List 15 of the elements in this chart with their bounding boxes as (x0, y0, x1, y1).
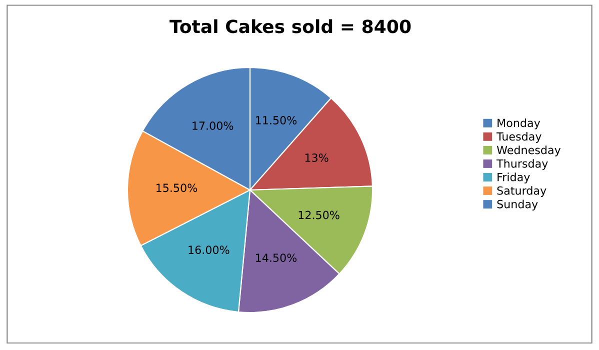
legend-label: Monday (498, 118, 540, 130)
data-label: 14.50% (256, 254, 297, 262)
legend-label: Sunday (497, 200, 538, 210)
legend-label: Tuesday (496, 132, 542, 143)
data-label: 12.50% (298, 210, 340, 220)
legend-label: Thursday (496, 159, 548, 170)
legend-label: Saturday (497, 186, 546, 197)
data-label: 16.00% (188, 246, 230, 254)
chart-title: Total Cakes sold = 8400 (170, 19, 411, 34)
data-label: 13% (305, 154, 328, 162)
legend-label: Friday (498, 172, 530, 184)
data-label: 11.50% (256, 116, 297, 124)
data-label: 17.00% (192, 122, 234, 130)
data-label: 15.50% (156, 184, 198, 192)
legend-label: Wednesday (496, 146, 561, 156)
